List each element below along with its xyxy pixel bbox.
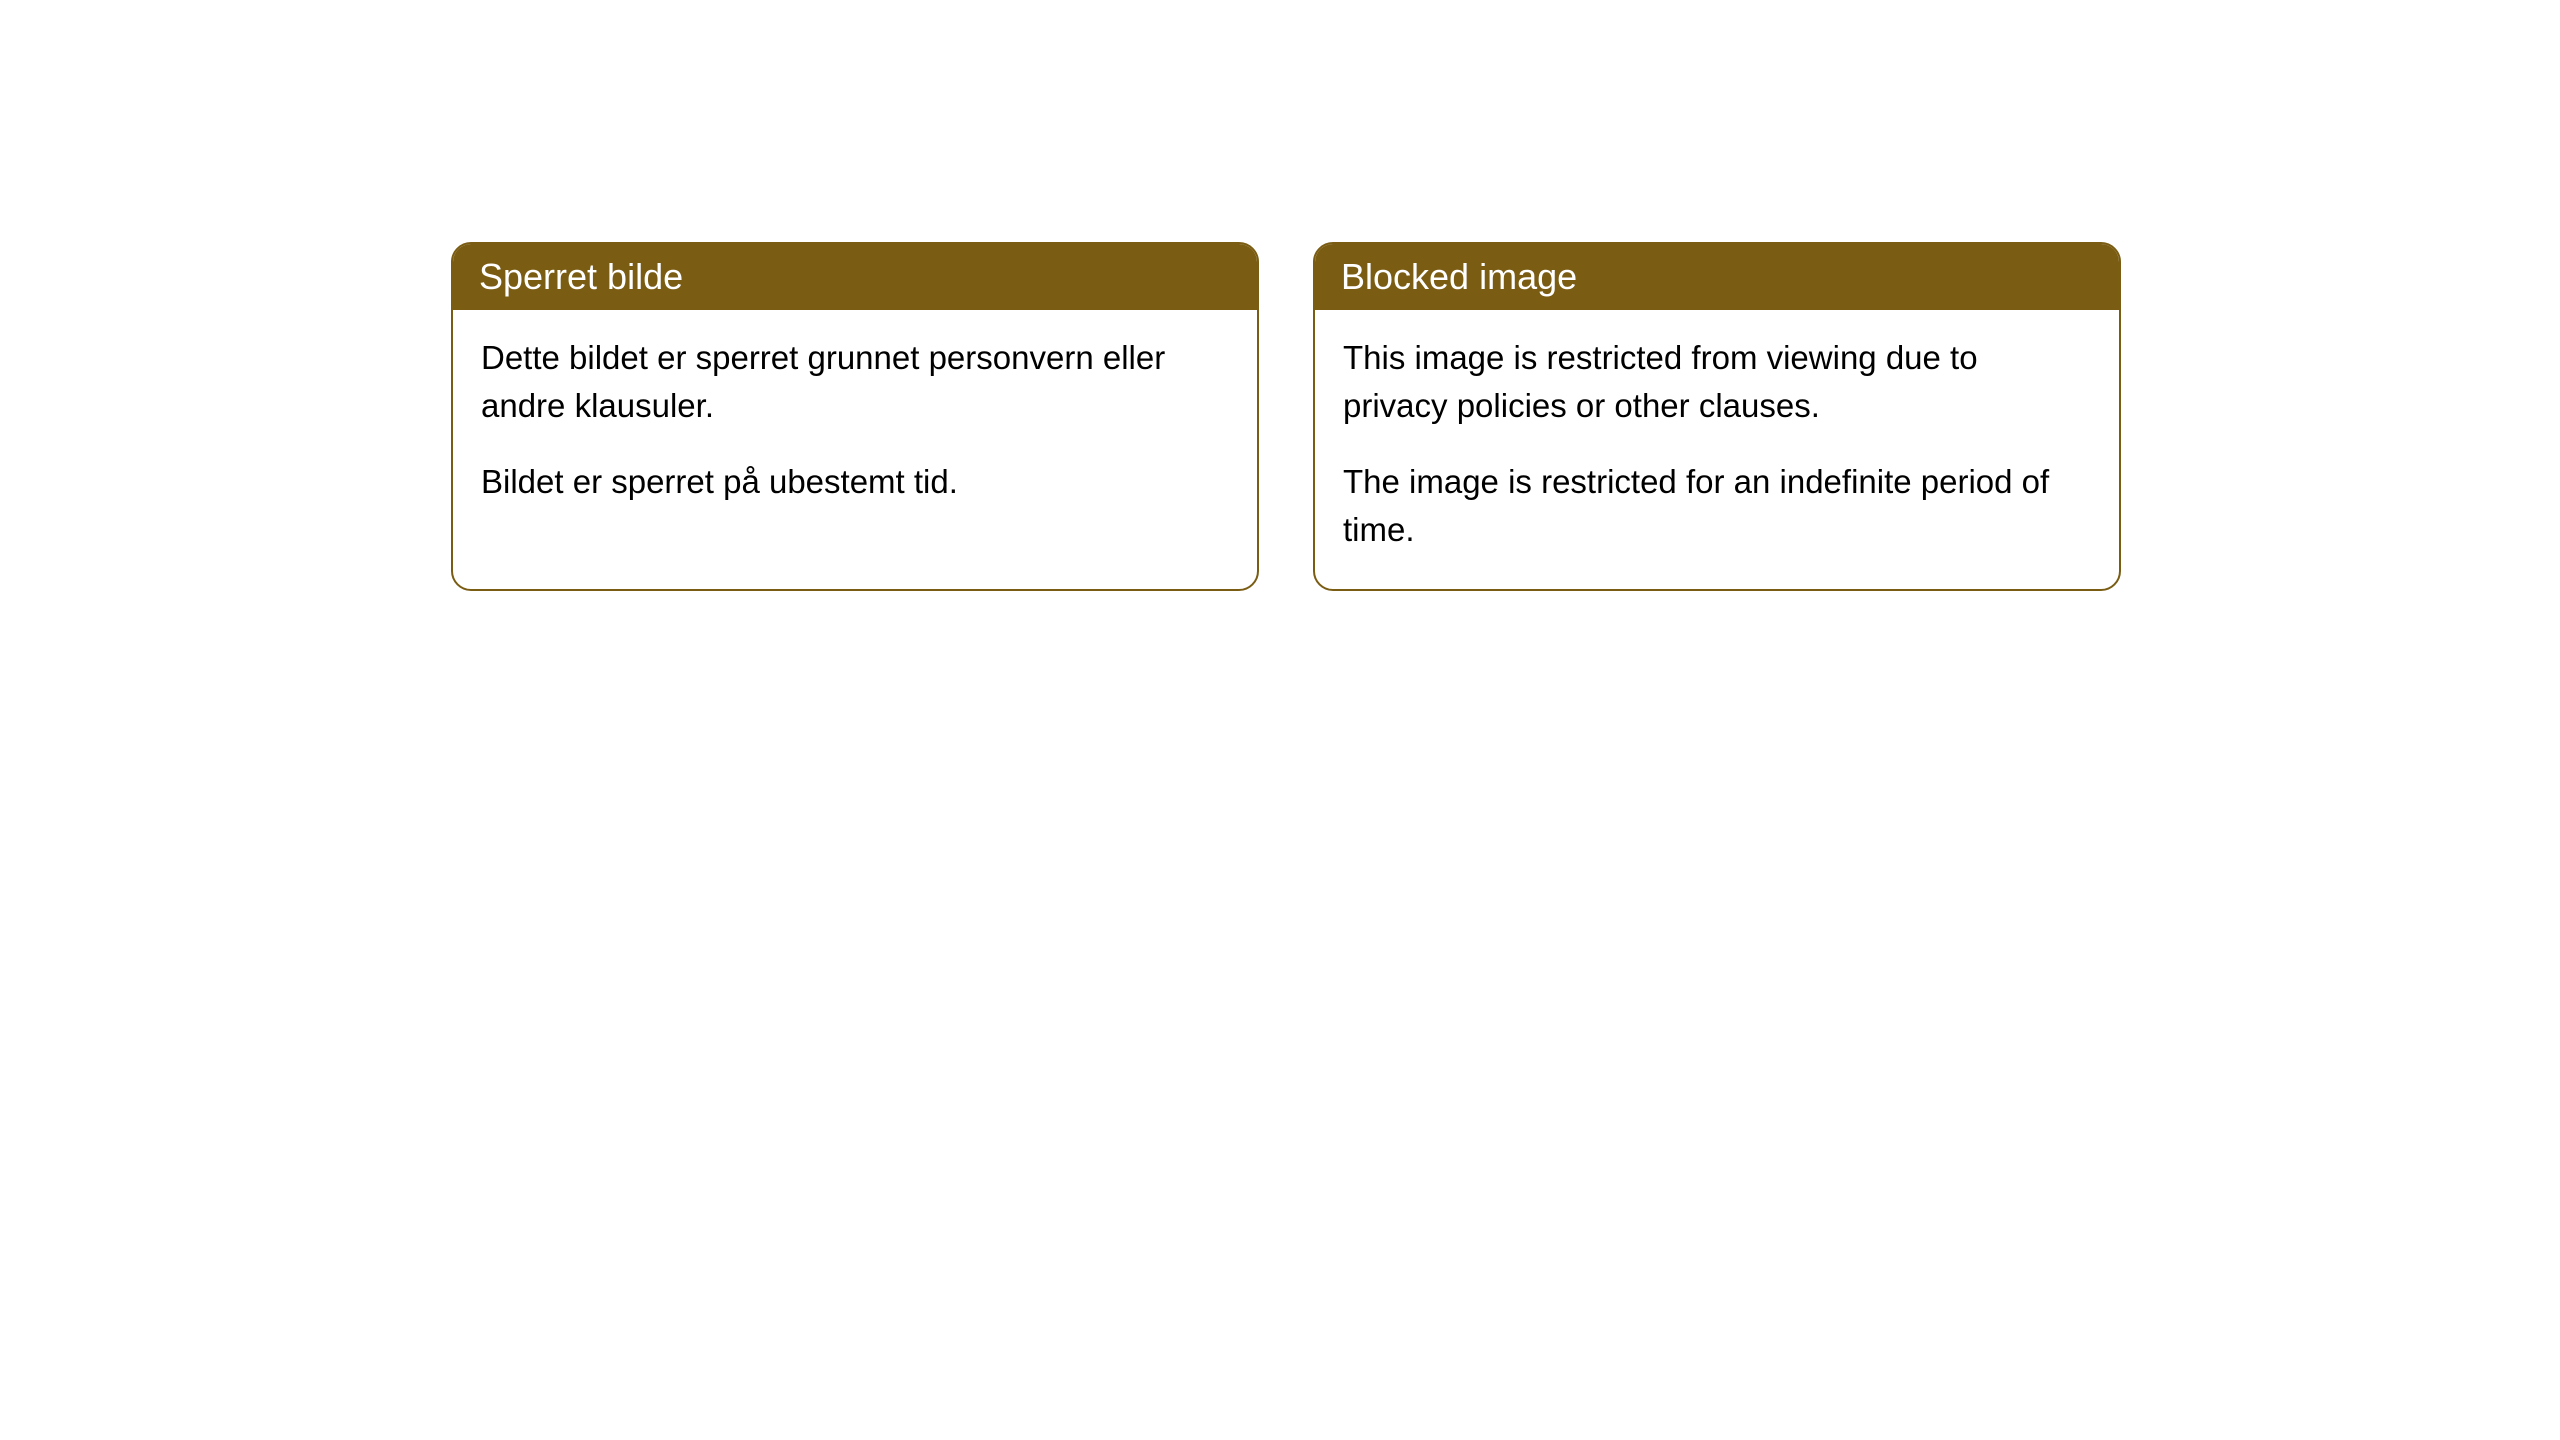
card-text-english: This image is restricted from viewing du… — [1343, 334, 2091, 553]
card-title-english: Blocked image — [1341, 256, 1577, 297]
notice-card-norwegian: Sperret bilde Dette bildet er sperret gr… — [451, 242, 1259, 591]
notice-cards-container: Sperret bilde Dette bildet er sperret gr… — [451, 242, 2121, 591]
card-header-english: Blocked image — [1315, 244, 2119, 310]
card-paragraph-1-english: This image is restricted from viewing du… — [1343, 334, 2091, 430]
card-body-english: This image is restricted from viewing du… — [1315, 310, 2119, 589]
card-body-norwegian: Dette bildet er sperret grunnet personve… — [453, 310, 1257, 542]
card-paragraph-2-norwegian: Bildet er sperret på ubestemt tid. — [481, 458, 1229, 506]
card-paragraph-1-norwegian: Dette bildet er sperret grunnet personve… — [481, 334, 1229, 430]
card-text-norwegian: Dette bildet er sperret grunnet personve… — [481, 334, 1229, 506]
card-title-norwegian: Sperret bilde — [479, 256, 683, 297]
notice-card-english: Blocked image This image is restricted f… — [1313, 242, 2121, 591]
card-header-norwegian: Sperret bilde — [453, 244, 1257, 310]
card-paragraph-2-english: The image is restricted for an indefinit… — [1343, 458, 2091, 554]
